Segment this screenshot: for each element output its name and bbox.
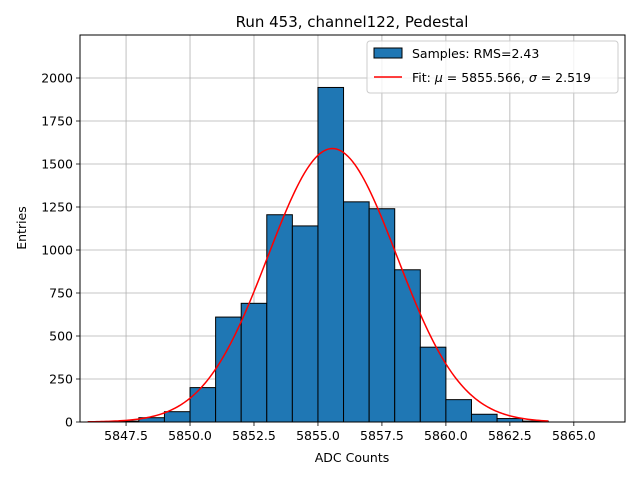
y-tick-label: 750 [49, 286, 73, 301]
fit-curve-group [87, 147, 549, 423]
x-tick-label: 5850.0 [168, 428, 212, 443]
y-tick-label: 1750 [41, 114, 73, 129]
legend-samples-swatch [373, 47, 403, 59]
y-tick-label: 250 [49, 372, 73, 387]
histogram-bar [496, 418, 524, 423]
legend: Samples: RMS=2.43 Fit: μ = 5855.566, σ =… [366, 40, 619, 94]
histogram-bar [291, 225, 319, 423]
legend-fit-mu-symbol: μ [434, 70, 443, 85]
plot-frame [79, 34, 626, 423]
histogram-bar [445, 399, 472, 423]
y-tick-label: 500 [49, 329, 73, 344]
legend-fit-label: Fit: μ = 5855.566, σ = 2.519 [412, 70, 591, 85]
y-tick-label: 1250 [41, 200, 73, 215]
y-axis-label: Entries [14, 206, 29, 250]
histogram-bar [394, 269, 421, 423]
x-tick-label: 5857.5 [360, 428, 404, 443]
legend-fit-sigma-symbol: σ [529, 70, 538, 85]
histogram-bar [266, 214, 293, 423]
histogram-bar [470, 413, 498, 423]
legend-fit-prefix: Fit: [412, 70, 435, 85]
x-tick-label: 5855.0 [296, 428, 340, 443]
x-tick-label: 5862.5 [488, 428, 532, 443]
chart-title: Run 453, channel122, Pedestal [236, 13, 469, 31]
x-tick-label: 5852.5 [232, 428, 276, 443]
histogram-bar [240, 302, 268, 423]
histogram-bar [215, 316, 242, 423]
y-axis-ticks: 0 250 500 750 1000 1250 1500 1750 2000 [41, 71, 80, 430]
histogram-bar [163, 411, 191, 423]
histogram-bar [368, 208, 396, 423]
legend-samples-label: Samples: RMS=2.43 [412, 46, 539, 61]
histogram-bar [343, 201, 370, 423]
x-tick-label: 5847.5 [104, 428, 148, 443]
x-axis-label: ADC Counts [315, 450, 390, 465]
y-tick-label: 0 [65, 415, 73, 430]
histogram-bars [112, 86, 549, 423]
histogram-bar [317, 86, 345, 423]
x-axis-ticks: 5847.5 5850.0 5852.5 5855.0 5857.5 5860.0 5862… [104, 422, 596, 443]
legend-fit-mu-value: = 5855.566, [443, 70, 529, 85]
legend-box [366, 40, 619, 94]
y-tick-label: 2000 [41, 71, 73, 86]
legend-fit-sigma-value: = 2.519 [537, 70, 591, 85]
x-tick-label: 5865.0 [552, 428, 596, 443]
y-tick-label: 1000 [41, 243, 73, 258]
fit-curve [87, 147, 549, 423]
histogram-bar [189, 387, 217, 423]
y-tick-label: 1500 [41, 157, 73, 172]
x-tick-label: 5860.0 [424, 428, 468, 443]
